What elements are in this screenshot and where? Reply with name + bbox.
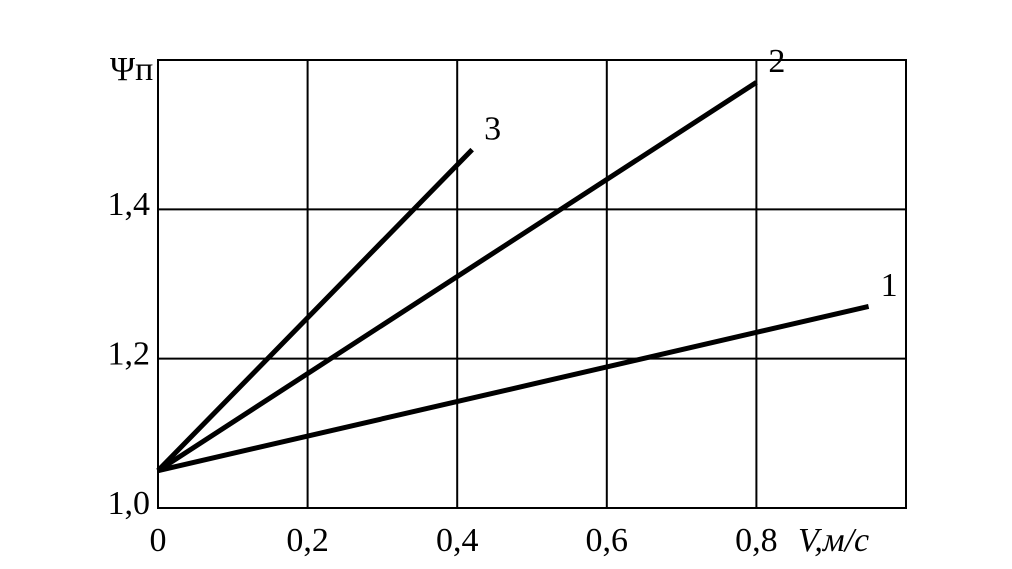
y-tick-label: 1,2 [108,335,151,372]
y-tick-label: 1,4 [108,186,151,223]
x-tick-label: 0,8 [735,522,778,559]
series-label: 1 [881,267,898,304]
y-tick-label: 1,0 [108,485,151,522]
y-axis-label: Ψп [110,51,153,88]
series-line [156,147,474,473]
series-label: 2 [768,43,785,80]
plot-frame [157,59,907,509]
series-line [156,80,758,473]
x-tick-label: 0,6 [586,522,629,559]
x-tick-label: 0 [150,522,167,559]
x-axis-label: V,м/с [798,522,869,559]
x-tick-label: 0,4 [436,522,479,559]
x-tick-label: 0,2 [286,522,329,559]
series-label: 3 [484,110,501,147]
series-line [157,303,870,474]
